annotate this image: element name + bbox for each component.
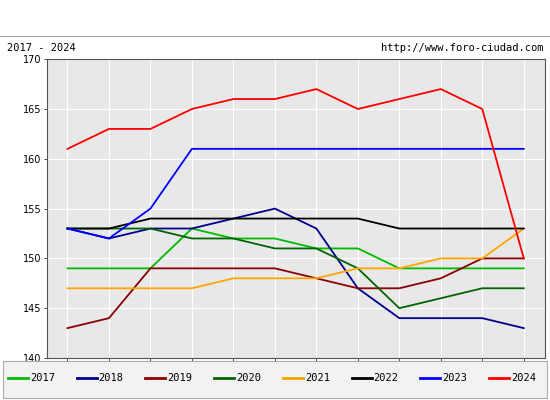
Text: 2019: 2019 bbox=[167, 373, 192, 383]
Text: http://www.foro-ciudad.com: http://www.foro-ciudad.com bbox=[381, 43, 543, 53]
Text: 2022: 2022 bbox=[374, 373, 399, 383]
Text: 2020: 2020 bbox=[236, 373, 261, 383]
Text: 2021: 2021 bbox=[305, 373, 330, 383]
Text: 2024: 2024 bbox=[512, 373, 536, 383]
Text: 2017: 2017 bbox=[30, 373, 55, 383]
Text: Evolucion num de emigrantes en Montefrío: Evolucion num de emigrantes en Montefrío bbox=[109, 10, 441, 26]
Text: 2018: 2018 bbox=[99, 373, 124, 383]
FancyBboxPatch shape bbox=[3, 360, 547, 398]
Text: 2017 - 2024: 2017 - 2024 bbox=[7, 43, 75, 53]
Text: 2023: 2023 bbox=[442, 373, 468, 383]
